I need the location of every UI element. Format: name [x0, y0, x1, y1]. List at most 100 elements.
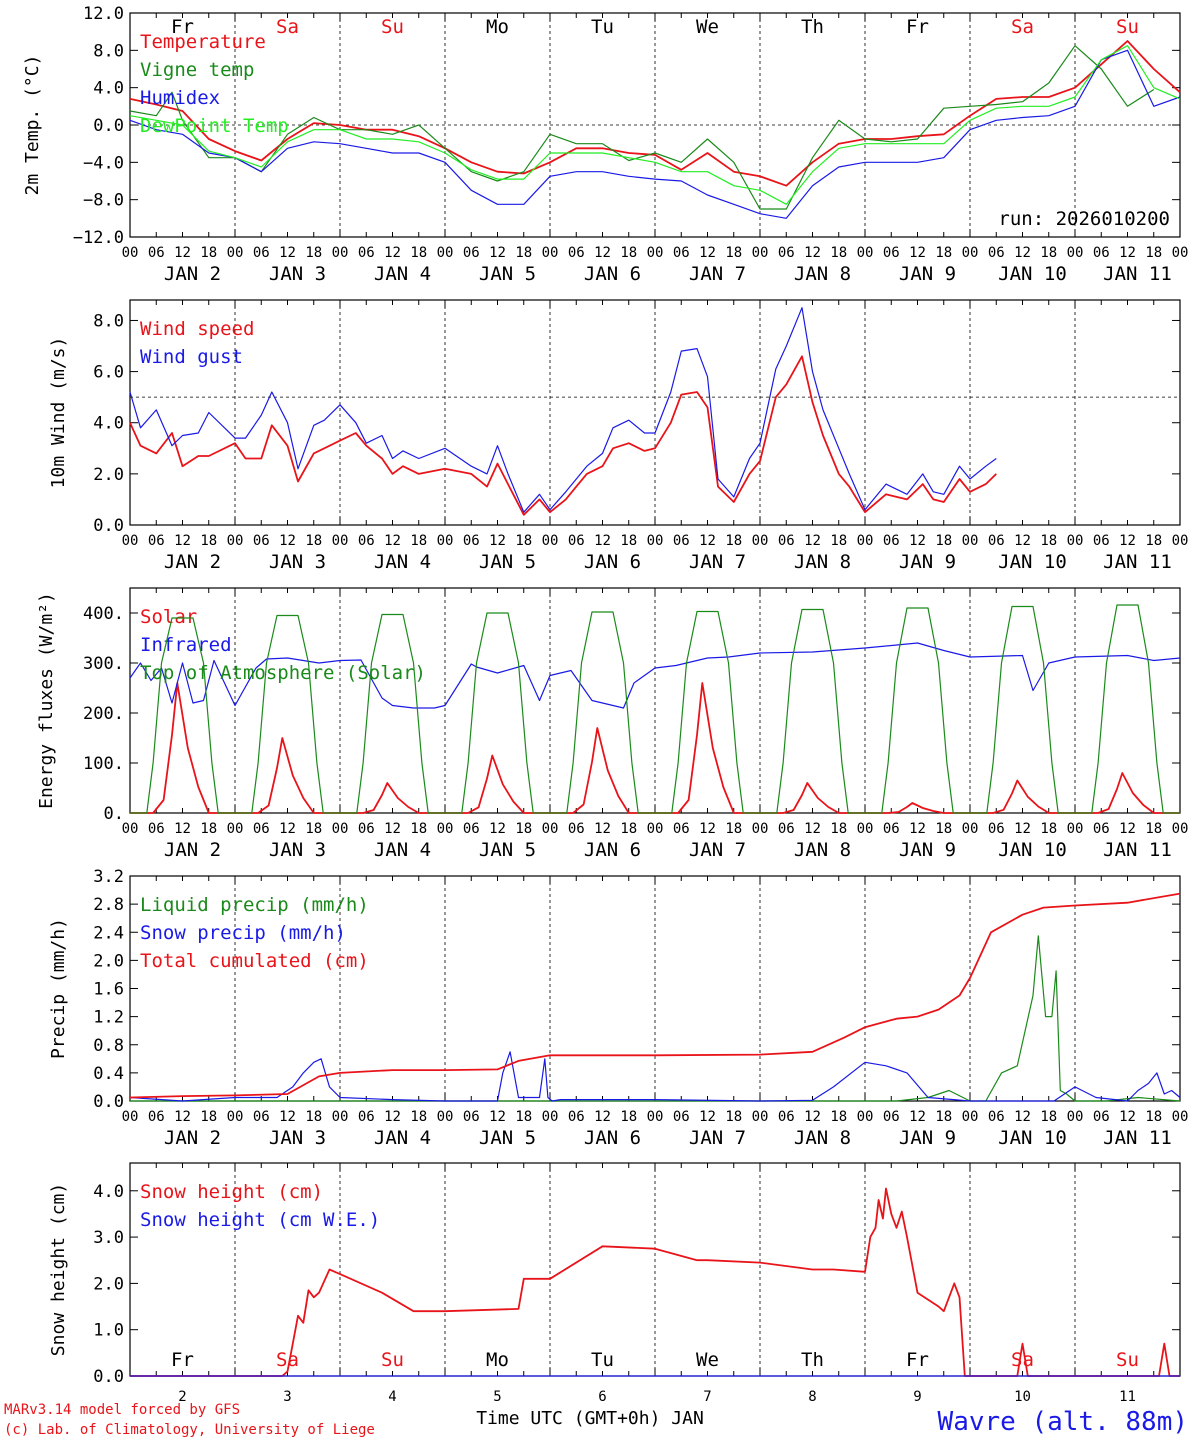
- y-tick-label: −4.0: [83, 153, 124, 173]
- day-label: JAN 4: [374, 839, 431, 861]
- y-tick-label: 0.: [104, 804, 124, 824]
- hour-label: 06: [253, 245, 270, 261]
- hour-label: 12: [1119, 245, 1136, 261]
- legend-entry: Snow height (cm W.E.): [140, 1209, 380, 1231]
- hour-label: 18: [200, 245, 217, 261]
- hour-label: 18: [1145, 533, 1162, 549]
- hour-label: 00: [647, 245, 664, 261]
- weekday-label: We: [696, 16, 719, 38]
- hour-label: 18: [1145, 821, 1162, 837]
- y-tick-label: 4.0: [93, 79, 124, 99]
- hour-label: 18: [725, 821, 742, 837]
- day-label: JAN 8: [794, 551, 851, 573]
- hour-label: 00: [332, 533, 349, 549]
- hour-label: 18: [1040, 1109, 1057, 1125]
- y-axis-label: 2m Temp. (°C): [22, 55, 43, 196]
- day-label: JAN 10: [998, 551, 1067, 573]
- hour-label: 12: [384, 245, 401, 261]
- hour-label: 12: [1014, 245, 1031, 261]
- day-label: JAN 3: [269, 263, 326, 285]
- weekday-label: Fr: [171, 1349, 194, 1371]
- legend-entry: Snow precip (mm/h): [140, 922, 346, 944]
- series-snow-precip-mm-h-: [129, 1051, 1181, 1102]
- y-tick-label: 3.0: [93, 1228, 124, 1248]
- hour-label: 06: [778, 1109, 795, 1125]
- hour-label: 00: [227, 533, 244, 549]
- hour-label: 06: [253, 533, 270, 549]
- hour-label: 00: [542, 245, 559, 261]
- hour-label: 00: [227, 821, 244, 837]
- hour-label: 00: [962, 533, 979, 549]
- panel-energy: 0. 100. 200. 300. 400. Energy fluxes (W/m²) So…: [36, 587, 1188, 861]
- y-axis-label: 10m Wind (m/s): [48, 337, 69, 489]
- day-label: JAN 6: [584, 551, 641, 573]
- panel-temperature: 12.0 8.0 4.0 0.0 −4.0 −8.0 −12.0 2m Temp. (°C) T…: [22, 4, 1188, 285]
- hour-label: 00: [437, 245, 454, 261]
- day-label: JAN 9: [899, 263, 956, 285]
- hour-label: 06: [988, 533, 1005, 549]
- hour-label: 06: [988, 245, 1005, 261]
- hour-label: 18: [410, 1109, 427, 1125]
- hour-label: 06: [148, 245, 165, 261]
- y-tick-label: 1.6: [93, 980, 124, 1000]
- y-tick-label: 0.0: [93, 1367, 124, 1387]
- day-label: JAN 7: [689, 551, 746, 573]
- y-tick-label: 0.0: [93, 516, 124, 536]
- hour-label: 18: [935, 821, 952, 837]
- day-label: JAN 4: [374, 551, 431, 573]
- hour-label: 18: [935, 533, 952, 549]
- hour-label: 18: [935, 245, 952, 261]
- day-number: 8: [808, 1389, 816, 1405]
- hour-label: 00: [1067, 1109, 1084, 1125]
- y-tick-label: 4.0: [93, 414, 124, 434]
- y-tick-label: 2.0: [93, 1274, 124, 1294]
- legend-entry: Top of Atmosphere (Solar): [140, 662, 426, 684]
- y-axis-label: Snow height (cm): [48, 1183, 69, 1356]
- day-label: JAN 11: [1103, 551, 1172, 573]
- day-label: JAN 5: [479, 839, 536, 861]
- hour-label: 00: [437, 821, 454, 837]
- hour-label: 18: [1040, 245, 1057, 261]
- day-label: JAN 9: [899, 551, 956, 573]
- day-label: JAN 3: [269, 1127, 326, 1149]
- weekday-label: Th: [801, 1349, 824, 1371]
- hour-label: 12: [909, 1109, 926, 1125]
- hour-label: 00: [437, 1109, 454, 1125]
- hour-label: 06: [463, 245, 480, 261]
- hour-label: 12: [1014, 821, 1031, 837]
- hour-label: 06: [673, 245, 690, 261]
- day-number: 5: [493, 1389, 501, 1405]
- plot-frame: [129, 299, 1181, 526]
- weekday-label: Fr: [906, 16, 929, 38]
- hour-label: 12: [279, 245, 296, 261]
- hour-label: 06: [253, 821, 270, 837]
- day-label: JAN 5: [479, 1127, 536, 1149]
- hour-label: 18: [200, 1109, 217, 1125]
- y-tick-label: 1.2: [93, 1008, 124, 1028]
- weekday-label: Su: [381, 1349, 404, 1371]
- day-label: JAN 5: [479, 263, 536, 285]
- hour-label: 12: [804, 533, 821, 549]
- hour-label: 00: [122, 245, 139, 261]
- hour-label: 12: [489, 245, 506, 261]
- weekday-label: Fr: [171, 16, 194, 38]
- hour-label: 06: [673, 1109, 690, 1125]
- y-tick-label: 200.: [83, 704, 124, 724]
- hour-label: 00: [962, 245, 979, 261]
- y-tick-label: 2.4: [93, 923, 124, 943]
- hour-label: 12: [174, 533, 191, 549]
- hour-label: 12: [594, 1109, 611, 1125]
- hour-label: 18: [830, 533, 847, 549]
- weekday-label: Sa: [276, 16, 299, 38]
- panel-snow: 0.0 1.0 2.0 3.0 4.0 Snow height (cm) Snow heig…: [48, 1162, 1181, 1405]
- hour-label: 00: [1172, 245, 1189, 261]
- hour-label: 18: [1040, 533, 1057, 549]
- hour-label: 18: [620, 245, 637, 261]
- weekday-label: Sa: [1011, 16, 1034, 38]
- panels-group: 12.0 8.0 4.0 0.0 −4.0 −8.0 −12.0 2m Temp. (°C) T…: [22, 4, 1188, 1405]
- day-label: JAN 10: [998, 1127, 1067, 1149]
- series-wind-gust: [129, 307, 997, 513]
- hour-label: 06: [988, 1109, 1005, 1125]
- day-number: 7: [703, 1389, 711, 1405]
- hour-label: 18: [515, 1109, 532, 1125]
